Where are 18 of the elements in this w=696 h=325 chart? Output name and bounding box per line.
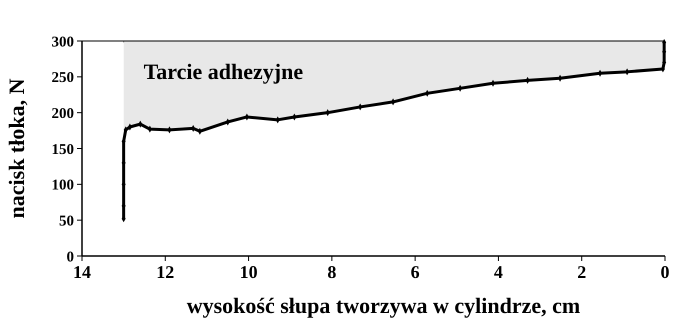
x-tick-label: 0	[660, 262, 670, 282]
x-axis-title: wysokość słupa tworzywa w cylindrze, cm	[186, 293, 580, 318]
y-tick-label: 0	[66, 249, 74, 266]
x-tick-label: 4	[494, 262, 503, 282]
y-axis-title: nacisk tłoka, N	[4, 78, 29, 218]
y-tick-label: 300	[52, 34, 74, 50]
x-tick-label: 6	[410, 262, 420, 282]
band-label: Tarcie adhezyjne	[144, 59, 304, 84]
y-tick-label: 50	[59, 213, 74, 230]
y-tick-label: 100	[52, 178, 74, 194]
y-tick-label: 150	[52, 142, 74, 158]
x-tick-label: 8	[327, 262, 336, 282]
y-tick-label: 200	[52, 106, 74, 122]
x-tick-label: 10	[240, 262, 258, 282]
x-tick-label: 2	[577, 262, 586, 282]
x-tick-label: 12	[156, 262, 174, 282]
x-tick-label: 14	[73, 262, 91, 282]
y-tick-label: 250	[52, 70, 74, 86]
